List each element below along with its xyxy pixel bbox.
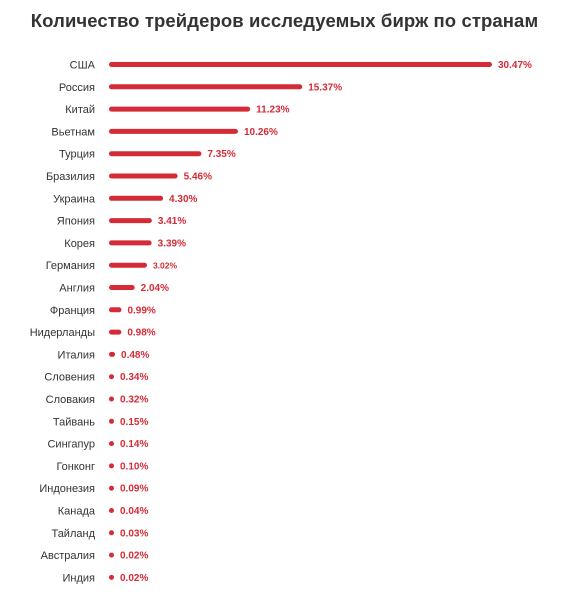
category-label: Гонконг: [56, 461, 95, 473]
data-label: 0.04%: [120, 506, 148, 517]
data-label: 0.99%: [127, 305, 155, 316]
category-label: Турция: [59, 149, 95, 161]
bar: [109, 307, 122, 313]
category-label: Нидерланды: [30, 327, 95, 339]
bar: [109, 530, 114, 536]
bar: [109, 218, 152, 224]
category-label: Словения: [44, 372, 95, 384]
category-label: Индонезия: [39, 483, 95, 495]
category-label: Индия: [62, 572, 95, 584]
category-label: Сингапур: [47, 439, 95, 451]
data-label: 11.23%: [256, 105, 289, 116]
category-label: Россия: [59, 82, 95, 94]
category-label: Япония: [57, 216, 95, 228]
category-label: Австралия: [41, 550, 95, 562]
category-label: Корея: [64, 238, 95, 250]
category-label: Бразилия: [46, 171, 95, 183]
bar: [109, 396, 114, 402]
category-label: Франция: [50, 305, 95, 317]
bar: [109, 552, 114, 558]
category-label: Италия: [58, 349, 96, 361]
category-label: Украина: [53, 193, 96, 205]
bar: [109, 195, 164, 201]
data-label: 0.09%: [120, 484, 148, 495]
data-label: 5.46%: [184, 172, 212, 183]
data-label: 10.26%: [244, 127, 278, 138]
category-label: Тайвань: [53, 416, 95, 428]
bar: [109, 374, 114, 380]
data-label: 0.48%: [121, 350, 149, 361]
category-label: Канада: [58, 506, 96, 518]
bar: [109, 463, 114, 469]
category-label: Вьетнам: [51, 126, 95, 138]
data-label: 0.14%: [120, 439, 148, 450]
bar: [109, 84, 303, 90]
data-label: 2.04%: [141, 283, 169, 294]
bar: [109, 106, 251, 112]
data-label: 3.39%: [158, 238, 186, 249]
data-label: 0.03%: [120, 528, 148, 539]
bar: [109, 485, 114, 491]
data-label: 4.30%: [169, 194, 197, 205]
data-label: 30.47%: [498, 60, 532, 71]
bar: [109, 151, 202, 157]
data-label: 0.02%: [120, 551, 148, 562]
data-label: 3.41%: [158, 216, 186, 227]
data-label: 0.32%: [120, 395, 148, 406]
data-label: 0.34%: [120, 372, 148, 383]
chart-title: Количество трейдеров исследуемых бирж по…: [30, 10, 539, 31]
bar: [109, 262, 147, 268]
bar: [109, 574, 114, 580]
bar: [109, 508, 114, 513]
data-label: 0.10%: [120, 461, 148, 472]
bar: [109, 173, 178, 179]
category-label: Германия: [46, 260, 95, 272]
data-label: 0.02%: [120, 573, 148, 584]
bar: [109, 329, 122, 335]
data-label: 7.35%: [207, 149, 235, 160]
category-label: Англия: [59, 283, 95, 295]
bar: [109, 441, 114, 447]
bar: [109, 285, 135, 290]
bar: [109, 351, 116, 357]
category-label: Тайланд: [51, 528, 95, 540]
category-label: США: [70, 60, 96, 72]
data-label: 0.15%: [120, 417, 148, 428]
category-label: Словакия: [46, 394, 95, 406]
bar: [109, 62, 492, 67]
data-label: 3.02%: [153, 261, 178, 271]
category-label: Китай: [65, 104, 95, 116]
data-label: 0.98%: [127, 328, 155, 339]
bar: [109, 418, 114, 424]
bar: [109, 128, 238, 134]
bar: [109, 240, 152, 246]
data-label: 15.37%: [308, 82, 342, 93]
